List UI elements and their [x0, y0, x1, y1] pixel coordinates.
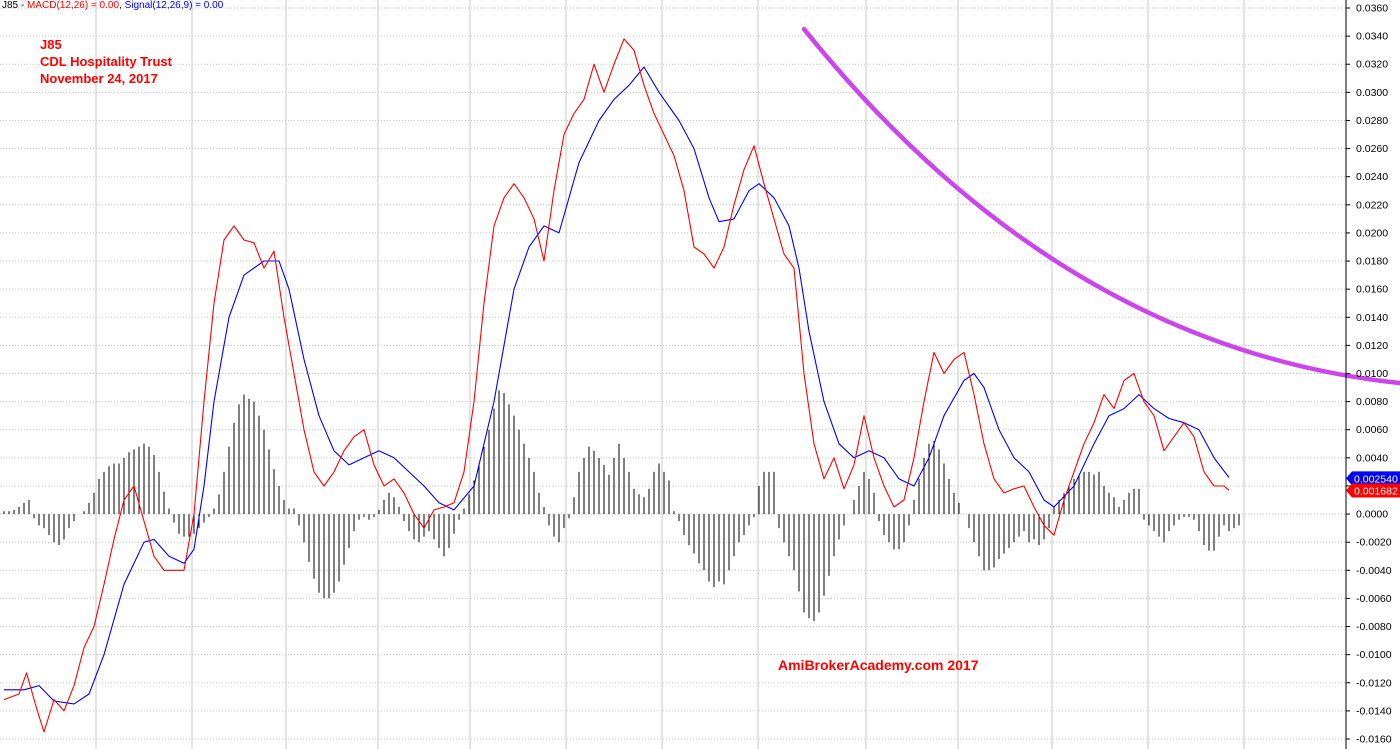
y-tick-label: -0.0160	[1356, 734, 1392, 746]
last-value-tag	[1346, 471, 1400, 486]
signal-line	[4, 66, 1230, 705]
y-tick-label: -0.0080	[1356, 621, 1392, 633]
macd-histogram	[3, 390, 1240, 621]
annotation-company: CDL Hospitality Trust	[40, 54, 172, 69]
y-tick-label: -0.0100	[1356, 649, 1392, 661]
macd-line	[3, 38, 1230, 733]
header-symbol: J85	[2, 0, 19, 11]
y-tick-label: 0.0180	[1356, 256, 1388, 268]
header-comma: ,	[119, 0, 125, 11]
y-tick-label: 0.0220	[1356, 199, 1388, 211]
y-tick-label: 0.0160	[1356, 284, 1388, 296]
y-tick-label: -0.0020	[1356, 537, 1392, 549]
header-macd-label: MACD(12,26) = 0.00	[27, 0, 120, 11]
header-signal-label: Signal(12,26,9) = 0.00	[124, 0, 224, 11]
y-tick-label: 0.0240	[1356, 171, 1388, 183]
last-value-tag	[1346, 483, 1400, 498]
y-tick-label: 0.0260	[1356, 143, 1388, 155]
annotation-symbol: J85	[40, 37, 62, 52]
y-tick-label: 0.0360	[1356, 3, 1388, 15]
y-tick-label: 0.0300	[1356, 87, 1388, 99]
y-tick-label: 0.0100	[1356, 368, 1388, 380]
y-tick-label: 0.0080	[1356, 396, 1388, 408]
y-tick-label: 0.0280	[1356, 115, 1388, 127]
y-tick-label: -0.0120	[1356, 677, 1392, 689]
y-tick-label: -0.0040	[1356, 565, 1392, 577]
y-tick-label: 0.0120	[1356, 340, 1388, 352]
last-value-label: 0.002540	[1354, 473, 1398, 485]
indicator-header: J85 - MACD(12,26) = 0.00, Signal(12,26,9…	[2, 0, 223, 11]
y-tick-label: 0.0000	[1356, 509, 1388, 521]
trendline-curve	[801, 26, 1400, 386]
y-tick-label: 0.0340	[1356, 31, 1388, 43]
last-value-label: 0.001682	[1354, 485, 1398, 497]
y-tick-label: -0.0060	[1356, 593, 1392, 605]
y-tick-label: 0.0200	[1356, 227, 1388, 239]
y-tick-label: 0.0040	[1356, 452, 1388, 464]
annotation-date: November 24, 2017	[40, 71, 158, 86]
trendline	[801, 26, 1400, 386]
y-tick-label: -0.0140	[1356, 705, 1392, 717]
y-tick-label: 0.0140	[1356, 312, 1388, 324]
y-tick-label: 0.0320	[1356, 59, 1388, 71]
y-tick-label: 0.0060	[1356, 424, 1388, 436]
horizontal-gridlines	[0, 7, 1346, 740]
vertical-gridlines	[95, 0, 1245, 749]
macd-signal-lines	[3, 38, 1230, 733]
watermark: AmiBrokerAcademy.com 2017	[778, 657, 979, 673]
header-separator: -	[18, 0, 28, 11]
y-axis[interactable]: 0.0360 0.0340 0.0320 0.0300 0.0280 0.0260 0.02…	[1345, 0, 1392, 749]
